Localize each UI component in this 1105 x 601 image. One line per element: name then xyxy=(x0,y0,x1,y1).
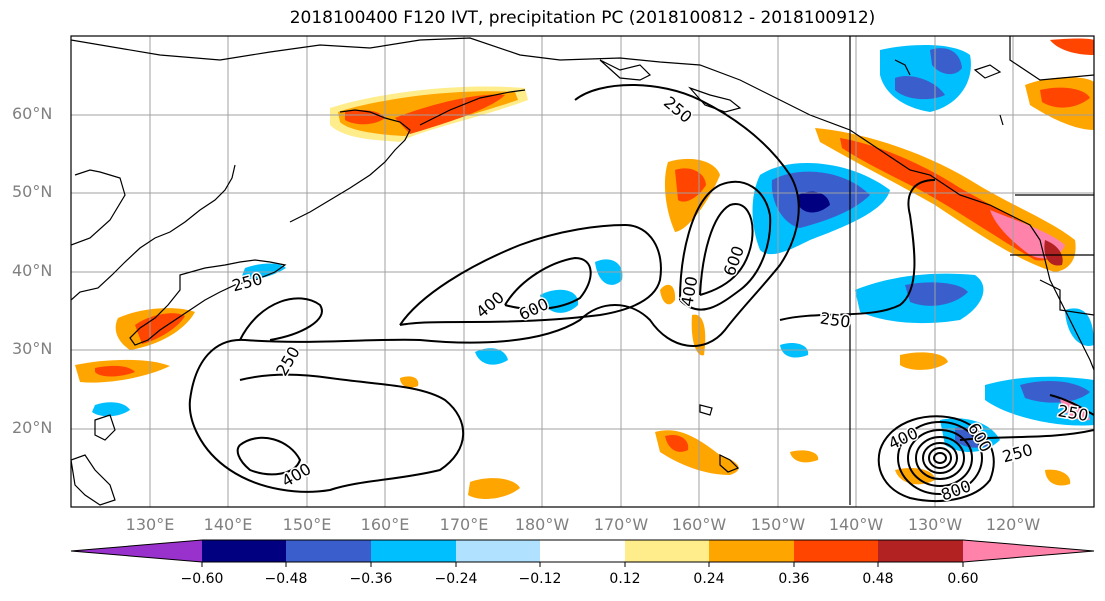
map-title: 2018100400 F120 IVT, precipitation PC (2… xyxy=(289,8,876,28)
lon-label: 140°W xyxy=(828,515,884,534)
coastlines xyxy=(71,36,1094,506)
map-gridlines xyxy=(71,36,1094,507)
lon-label: 160°E xyxy=(360,515,410,534)
colorbar-extend-high xyxy=(963,540,1094,562)
colorbar-extend-low xyxy=(71,540,202,562)
contour-label: 400 xyxy=(472,288,508,322)
lon-label: 120°W xyxy=(985,515,1041,534)
ivt-contours xyxy=(188,84,1094,502)
colorbar-tick-label: −0.48 xyxy=(264,571,308,587)
contour-label: 250 xyxy=(1000,440,1034,466)
colorbar-tick-label: −0.36 xyxy=(349,571,393,587)
contour-label: 400 xyxy=(278,459,314,491)
colorbar-tick-label: 0.48 xyxy=(862,571,894,587)
colorbar-tick-label: 0.60 xyxy=(947,571,979,587)
lat-label: 50°N xyxy=(12,182,53,201)
lon-label: 150°W xyxy=(750,515,806,534)
lon-label: 130°W xyxy=(907,515,963,534)
colorbar-tick-label: 0.24 xyxy=(693,571,725,587)
lon-label: 130°E xyxy=(125,515,175,534)
contour-label: 250 xyxy=(272,343,304,379)
contour-label: 250 xyxy=(230,269,264,295)
lon-label: 180°W xyxy=(514,515,570,534)
lon-label: 170°W xyxy=(593,515,649,534)
lat-label: 30°N xyxy=(12,339,53,358)
contour-label: 400 xyxy=(677,275,701,308)
colorbar-tick-label: 0.36 xyxy=(778,571,810,587)
colorbar xyxy=(70,539,1095,567)
lon-label: 140°E xyxy=(203,515,253,534)
lon-label: 170°E xyxy=(439,515,489,534)
lat-label: 20°N xyxy=(12,418,53,437)
contour-label: 250 xyxy=(819,309,852,332)
lon-label: 150°E xyxy=(282,515,332,534)
lat-label: 60°N xyxy=(12,104,53,123)
colorbar-tick-label: −0.60 xyxy=(180,571,224,587)
contour-label: 250 xyxy=(660,93,696,127)
colorbar-tick-label: −0.12 xyxy=(518,571,562,587)
colorbar-tick-label: 0.12 xyxy=(609,571,641,587)
colorbar-tick-label: −0.24 xyxy=(434,571,478,587)
lon-label: 160°W xyxy=(671,515,727,534)
map-frame xyxy=(70,35,1095,508)
lat-label: 40°N xyxy=(12,261,53,280)
contour-label: 800 xyxy=(938,476,973,504)
contour-label: 600 xyxy=(720,243,748,278)
